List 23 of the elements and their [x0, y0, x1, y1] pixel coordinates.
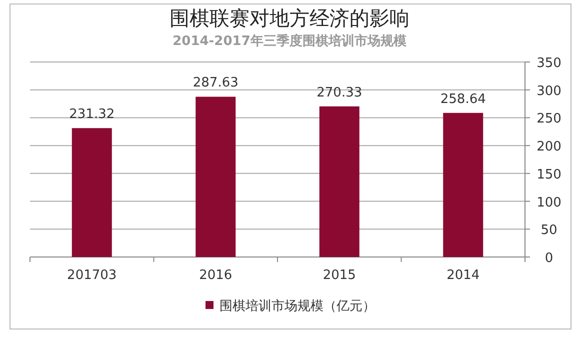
y-tick-label: 350: [536, 56, 562, 71]
y-tick-label: 250: [536, 112, 562, 127]
data-label: 287.63: [192, 76, 238, 91]
x-tick-label: 2015: [322, 268, 356, 283]
x-tick-label: 2016: [199, 268, 232, 283]
y-tick-label: 150: [536, 167, 562, 182]
data-label: 270.33: [316, 85, 362, 100]
y-tick-label: 200: [536, 140, 562, 155]
bar: [196, 96, 236, 257]
legend-label: 围棋培训市场规模（亿元）: [220, 299, 376, 314]
y-tick-label: 100: [536, 195, 562, 210]
y-tick-label: 300: [536, 84, 562, 99]
bar: [72, 128, 112, 257]
y-tick-label: 0: [544, 251, 554, 266]
data-label: 231.32: [69, 107, 115, 122]
chart-title: 围棋联赛对地方经济的影响: [170, 6, 410, 30]
bar: [443, 112, 484, 257]
chart-subtitle: 2014-2017年三季度围棋培训市场规模: [172, 33, 406, 49]
x-tick-label: 2014: [446, 268, 480, 283]
bar: [319, 106, 360, 257]
x-tick-label: 201703: [67, 268, 117, 283]
data-label: 258.64: [440, 92, 486, 107]
y-tick-label: 50: [540, 223, 558, 238]
